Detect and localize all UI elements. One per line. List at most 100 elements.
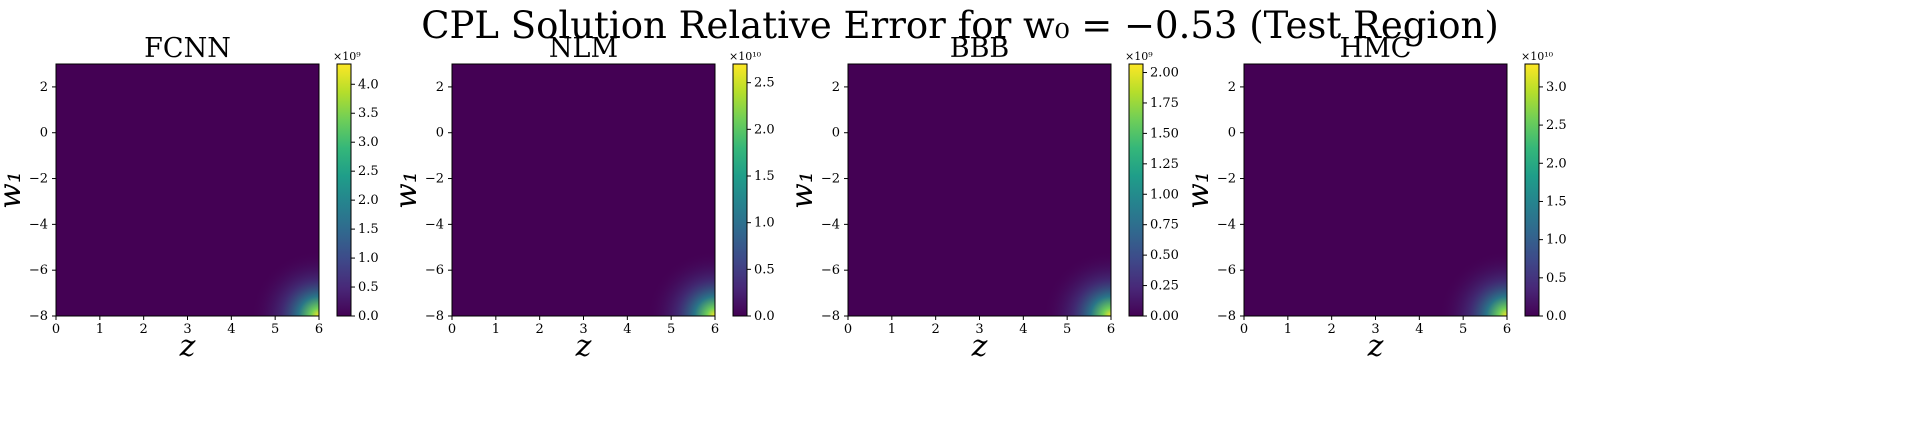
colorbar-tick-label: 1.0 [358,251,379,266]
colorbar-tick-label: 0.5 [1546,271,1567,286]
heatmap-hotspot [1438,250,1507,316]
colorbar [336,63,352,317]
y-tick-label: −6 [425,263,444,278]
y-tick-label: 0 [436,126,444,141]
y-tick-label: 2 [40,80,48,95]
colorbar-tick-label: 0.25 [1150,279,1179,294]
y-tick-label: −6 [29,263,48,278]
x-tick-label: 6 [315,322,323,337]
colorbar-tick-label: 3.0 [358,135,379,150]
x-tick-label: 2 [140,322,148,337]
colorbar-tick-label: 1.5 [358,222,379,237]
x-tick-label: 5 [271,322,279,337]
colorbar-tick-label: 1.50 [1150,126,1179,141]
panel-title: NLM [549,33,618,64]
x-tick-label: 4 [1019,322,1027,337]
colorbar-multiplier: ×10¹⁰ [729,50,762,63]
colorbar [1524,63,1540,317]
x-tick-label: 4 [623,322,631,337]
x-axis-label: z [971,329,988,364]
colorbar-tick-label: 2.0 [754,122,775,137]
x-tick-label: 4 [1415,322,1423,337]
x-tick-label: 1 [96,322,104,337]
x-tick-label: 6 [711,322,719,337]
y-tick-label: 0 [1228,126,1236,141]
x-tick-label: 1 [492,322,500,337]
x-tick-label: 3 [975,322,983,337]
y-tick-label: −8 [29,309,48,324]
colorbar-tick-label: 0.0 [1546,309,1567,324]
x-tick-label: 1 [888,322,896,337]
heatmap-hotspot [1042,250,1111,316]
x-tick-label: 5 [1063,322,1071,337]
colorbar-tick-label: 4.0 [358,77,379,92]
x-axis-label: z [179,329,196,364]
y-axis-label: w₁ [389,171,424,209]
x-tick-label: 3 [579,322,587,337]
colorbar-tick-label: 2.0 [358,193,379,208]
colorbar-tick-label: 1.75 [1150,96,1179,111]
colorbar-tick-label: 2.00 [1150,66,1179,81]
colorbar [732,63,748,317]
x-tick-label: 6 [1107,322,1115,337]
panel-title: HMC [1340,33,1412,64]
x-tick-label: 0 [448,322,456,337]
y-tick-label: −4 [425,217,444,232]
y-tick-label: −4 [29,217,48,232]
colorbar-multiplier: ×10⁹ [333,50,361,63]
colorbar-tick-label: 0.5 [358,280,379,295]
x-tick-label: 5 [1459,322,1467,337]
y-tick-label: 0 [40,126,48,141]
x-tick-label: 0 [1240,322,1248,337]
panel-fcnn: FCNN 0 1 2 3 4 5 6 −8 −6 −4 −2 0 2 z w₁ 0.0 0.5 1.0 1.5 2.0 2… [0,33,379,364]
y-tick-label: −2 [425,172,444,187]
x-tick-label: 6 [1503,322,1511,337]
y-tick-label: 0 [832,126,840,141]
x-tick-label: 1 [1284,322,1292,337]
x-tick-label: 2 [1328,322,1336,337]
x-tick-label: 0 [52,322,60,337]
colorbar-tick-label: 0.0 [358,309,379,324]
colorbar-tick-label: 0.5 [754,262,775,277]
y-tick-label: 2 [832,80,840,95]
x-tick-label: 0 [844,322,852,337]
panel-title: FCNN [144,33,231,64]
x-tick-label: 3 [183,322,191,337]
y-tick-label: −4 [1217,217,1236,232]
x-tick-label: 2 [536,322,544,337]
colorbar-tick-label: 3.0 [1546,80,1567,95]
x-tick-label: 2 [932,322,940,337]
colorbar [1128,63,1144,317]
panel-title: BBB [950,33,1010,64]
colorbar-tick-label: 0.75 [1150,218,1179,233]
y-tick-label: −8 [425,309,444,324]
panel-nlm: NLM 0 1 2 3 4 5 6 −8 −6 −4 −2 0 2 z w₁ 0.0 0.5 1.0 1.5 2.0 2.… [389,33,775,364]
heatmap-hotspot [250,250,319,316]
y-tick-label: −4 [821,217,840,232]
colorbar-tick-label: 3.5 [358,106,379,121]
colorbar-tick-label: 1.0 [754,216,775,231]
y-tick-label: 2 [1228,80,1236,95]
panel-hmc: HMC 0 1 2 3 4 5 6 −8 −6 −4 −2 0 2 z w₁ 0.0 0.5 1.0 1.5 2.0 2.… [1181,33,1567,364]
y-tick-label: −6 [1217,263,1236,278]
y-tick-label: −8 [1217,309,1236,324]
colorbar-tick-label: 1.5 [1546,194,1567,209]
colorbar-tick-label: 1.0 [1546,233,1567,248]
x-tick-label: 4 [227,322,235,337]
y-axis-label: w₁ [1181,171,1216,209]
y-tick-label: −8 [821,309,840,324]
colorbar-tick-label: 2.5 [1546,118,1567,133]
y-tick-label: −2 [29,172,48,187]
y-tick-label: 2 [436,80,444,95]
figure-title: CPL Solution Relative Error for w₀ = −0.… [421,4,1499,47]
colorbar-tick-label: 1.5 [754,169,775,184]
y-tick-label: −6 [821,263,840,278]
colorbar-tick-label: 0.00 [1150,309,1179,324]
y-tick-label: −2 [1217,172,1236,187]
y-axis-label: w₁ [785,171,820,209]
colorbar-multiplier: ×10⁹ [1125,50,1153,63]
y-tick-label: −2 [821,172,840,187]
colorbar-tick-label: 0.0 [754,309,775,324]
x-axis-label: z [575,329,592,364]
